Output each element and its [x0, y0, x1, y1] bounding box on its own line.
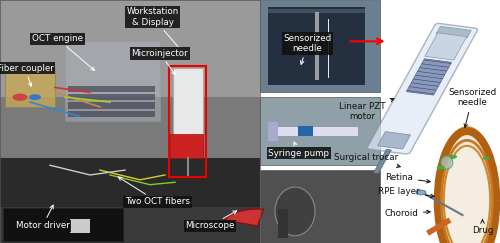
Text: Retina: Retina [385, 173, 430, 183]
Bar [425, 33, 467, 60]
Circle shape [12, 94, 28, 101]
Bar [68, 94, 155, 100]
FancyBboxPatch shape [5, 68, 55, 107]
Circle shape [296, 149, 302, 152]
Circle shape [281, 152, 287, 155]
Bar [68, 86, 155, 92]
Text: Choroid: Choroid [384, 209, 430, 218]
Text: Drug: Drug [472, 220, 493, 235]
Circle shape [296, 152, 302, 155]
Circle shape [436, 166, 444, 170]
Circle shape [288, 152, 294, 155]
Circle shape [449, 155, 457, 159]
Bar [0, 158, 260, 243]
Bar [315, 12, 319, 80]
Circle shape [296, 154, 302, 157]
Bar [68, 103, 155, 109]
Bar [374, 149, 392, 174]
Text: Surgical trocar: Surgical trocar [334, 153, 400, 167]
Text: Motor driver: Motor driver [16, 205, 70, 231]
Ellipse shape [275, 187, 315, 236]
Bar [172, 68, 203, 141]
Bar [268, 9, 365, 13]
Wedge shape [224, 209, 264, 226]
Bar [268, 7, 365, 85]
Bar [0, 0, 260, 97]
Bar [406, 59, 452, 95]
Bar [169, 66, 206, 177]
Circle shape [482, 156, 490, 160]
Bar [0, 158, 260, 207]
FancyBboxPatch shape [65, 41, 160, 121]
Bar [68, 111, 155, 117]
Text: Fiber coupler: Fiber coupler [0, 63, 54, 86]
Bar [378, 132, 410, 149]
Circle shape [281, 154, 287, 157]
Bar [298, 126, 312, 136]
Text: Linear PZT
motor: Linear PZT motor [339, 98, 394, 122]
Bar [260, 0, 380, 92]
Bar [328, 19, 329, 78]
Circle shape [281, 149, 287, 152]
Text: Sensorized
needle: Sensorized needle [448, 87, 496, 128]
Text: RPE layer: RPE layer [378, 187, 434, 198]
Bar [260, 170, 380, 243]
Bar [278, 209, 287, 238]
Ellipse shape [436, 128, 498, 243]
Circle shape [304, 154, 310, 157]
Text: Microscope: Microscope [186, 211, 236, 231]
Text: Sensorized
needle: Sensorized needle [284, 34, 332, 64]
FancyBboxPatch shape [368, 23, 478, 154]
Ellipse shape [446, 149, 488, 243]
Circle shape [29, 94, 41, 100]
Bar [0, 97, 260, 158]
Text: Syringe pump: Syringe pump [268, 142, 330, 158]
Circle shape [416, 190, 426, 195]
Circle shape [304, 152, 310, 155]
Circle shape [288, 149, 294, 152]
Ellipse shape [441, 156, 452, 169]
Circle shape [304, 149, 310, 152]
Bar [268, 126, 358, 136]
Text: Workstation
& Display: Workstation & Display [126, 7, 188, 58]
Text: Two OCT fibers: Two OCT fibers [118, 177, 190, 206]
Bar [436, 26, 471, 38]
Bar [170, 134, 202, 158]
Bar [380, 0, 500, 243]
Bar [70, 219, 90, 233]
Bar [260, 97, 380, 165]
Text: Microinjector: Microinjector [132, 49, 188, 75]
FancyBboxPatch shape [2, 208, 122, 241]
Bar [268, 122, 278, 141]
Bar [0, 0, 260, 243]
Text: OCT engine: OCT engine [32, 34, 94, 70]
Circle shape [288, 154, 294, 157]
